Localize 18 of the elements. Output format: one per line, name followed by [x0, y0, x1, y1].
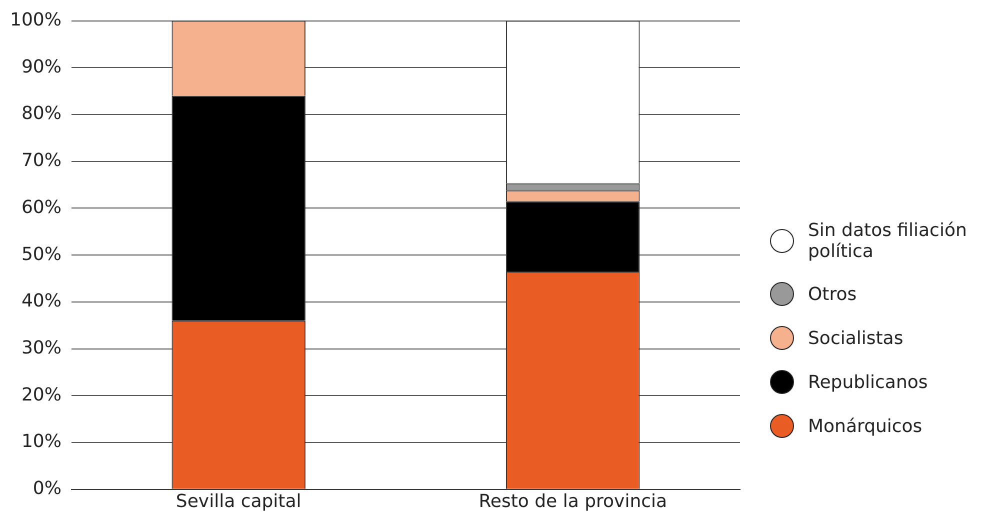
y-tick-label: 0%	[32, 478, 62, 500]
x-tick-label: Sevilla capital	[176, 490, 302, 512]
legend-label: Monárquicos	[808, 416, 922, 436]
y-tick-label: 20%	[21, 384, 62, 406]
y-tick-label: 30%	[21, 337, 62, 358]
text: Sin datos filiación política	[808, 220, 968, 262]
legend-label: Republicanos	[808, 372, 928, 392]
legend-label: Otros	[808, 284, 857, 304]
x-tick-label: Resto de la provincia	[478, 490, 668, 512]
legend-label: Socialistas	[808, 328, 904, 348]
y-tick-label: 60%	[21, 196, 62, 218]
y-tick-label: 40%	[21, 290, 62, 312]
y-tick-label: 90%	[21, 56, 62, 78]
y-tick-label: 70%	[21, 150, 62, 172]
y-tick-label: 80%	[21, 103, 62, 124]
y-tick-label: 100%	[10, 9, 62, 30]
y-tick-label: 50%	[21, 244, 62, 265]
y-tick-label: 10%	[21, 431, 62, 452]
